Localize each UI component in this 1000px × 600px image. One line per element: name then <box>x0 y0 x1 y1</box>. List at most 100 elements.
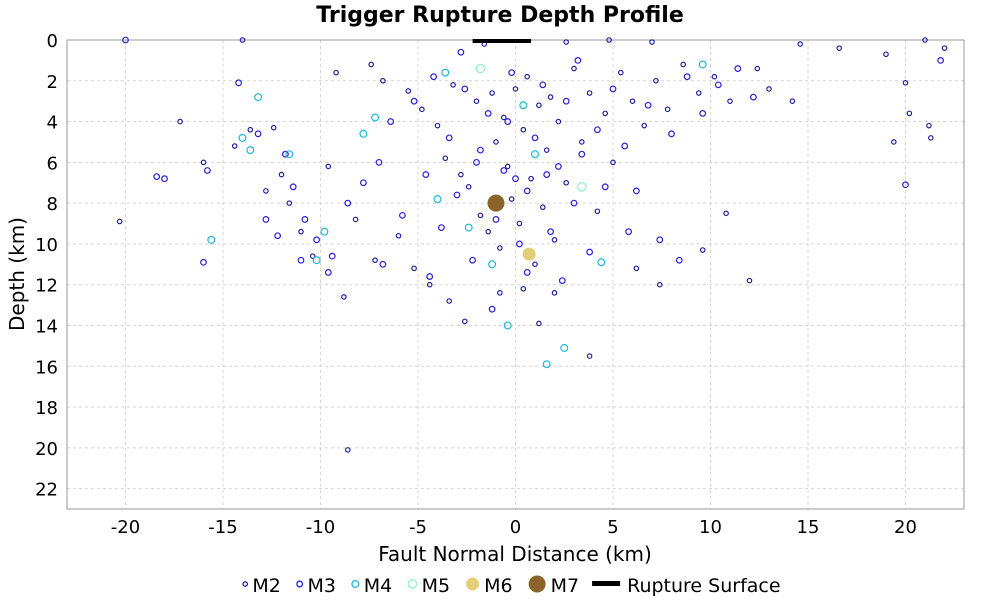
point-m3 <box>473 158 480 166</box>
point-m4 <box>560 343 569 352</box>
point-m5 <box>475 63 486 74</box>
point-m3 <box>699 110 707 117</box>
point-m3 <box>122 36 129 44</box>
y-tick-label: 16 <box>35 357 58 378</box>
point-m2 <box>368 61 375 68</box>
point-m2 <box>727 98 733 104</box>
point-m3 <box>484 110 492 117</box>
point-m3 <box>477 146 484 154</box>
point-m3 <box>543 171 551 178</box>
point-m2 <box>699 247 706 253</box>
point-m3 <box>203 167 211 174</box>
point-m3 <box>601 183 609 191</box>
point-m2 <box>333 69 339 76</box>
point-m3 <box>523 269 531 276</box>
legend-label: M4 <box>364 575 392 597</box>
point-m2 <box>325 163 332 170</box>
point-m4 <box>371 113 380 122</box>
point-m3 <box>422 171 430 178</box>
point-m3 <box>750 93 757 101</box>
y-tick-label: 20 <box>35 439 58 460</box>
point-m6 <box>522 247 536 261</box>
point-m2 <box>461 318 468 325</box>
point-m3 <box>570 199 578 207</box>
point-m2 <box>586 353 593 359</box>
point-m2 <box>352 216 359 223</box>
point-m3 <box>578 150 586 158</box>
point-m2 <box>536 320 542 327</box>
legend-item-m4: M4 <box>351 575 392 597</box>
point-m2 <box>341 294 347 300</box>
point-m2 <box>426 281 433 288</box>
point-m2 <box>411 265 417 272</box>
point-m2 <box>512 86 519 92</box>
point-m3 <box>937 56 944 64</box>
point-m3 <box>734 65 742 72</box>
point-m3 <box>555 163 562 170</box>
point-m2 <box>497 245 503 251</box>
point-m2 <box>532 261 538 268</box>
point-m4 <box>433 195 442 204</box>
legend: M2 M3 M4 M5 M6 M7 Rupture Surface <box>242 575 781 597</box>
point-m2 <box>520 126 527 133</box>
y-axis-label: Depth (km) <box>5 217 29 331</box>
point-m2 <box>653 77 659 84</box>
legend-swatch <box>242 581 249 587</box>
point-m3 <box>488 305 496 313</box>
point-m3 <box>508 69 516 77</box>
point-m2 <box>617 69 624 76</box>
point-m3 <box>328 252 336 260</box>
point-m2 <box>754 65 761 72</box>
point-m2 <box>695 90 702 96</box>
point-m2 <box>200 159 207 166</box>
point-m2 <box>723 210 729 217</box>
legend-label: M6 <box>484 575 512 597</box>
legend-swatch <box>407 579 418 589</box>
point-m3 <box>301 216 309 223</box>
point-m3 <box>625 228 632 236</box>
point-m2 <box>610 159 616 166</box>
legend-item-m6: M6 <box>466 575 513 597</box>
point-m2 <box>508 196 515 202</box>
point-m4 <box>207 235 216 244</box>
point-m2 <box>446 298 453 304</box>
x-axis-label: Fault Normal Distance (km) <box>378 542 652 566</box>
point-m2 <box>450 82 456 88</box>
x-tick-label: 5 <box>607 517 618 538</box>
point-m2 <box>928 135 934 141</box>
point-m3 <box>235 79 243 87</box>
point-m3 <box>504 118 512 125</box>
point-m2 <box>563 179 570 186</box>
x-tick-label: -20 <box>111 517 140 538</box>
point-m3 <box>360 179 367 187</box>
point-m3 <box>297 256 305 264</box>
point-m3 <box>387 118 395 125</box>
point-m3 <box>274 232 282 240</box>
point-m2 <box>594 208 601 215</box>
point-m2 <box>500 114 507 121</box>
y-tick-label: 18 <box>35 398 58 419</box>
point-m2 <box>746 277 753 284</box>
y-tick-label: 22 <box>35 480 58 501</box>
point-m7 <box>487 194 505 212</box>
point-m2 <box>890 139 897 145</box>
point-m3 <box>324 269 332 276</box>
legend-label: Rupture Surface <box>627 575 780 597</box>
legend-swatch <box>296 580 304 588</box>
point-m3 <box>516 240 523 248</box>
point-m2 <box>902 80 909 86</box>
point-m2 <box>177 118 183 125</box>
point-m2 <box>473 98 480 104</box>
chart-title: Trigger Rupture Depth Profile <box>316 3 684 28</box>
point-m3 <box>461 85 469 93</box>
data-points <box>116 36 948 453</box>
point-m3 <box>438 224 445 232</box>
point-m3 <box>153 173 161 181</box>
y-tick-label: 14 <box>35 316 58 337</box>
point-m2 <box>883 51 889 58</box>
point-m2 <box>263 188 269 194</box>
x-tick-label: -10 <box>306 517 335 538</box>
point-m2 <box>551 237 558 243</box>
point-m2 <box>563 39 570 45</box>
